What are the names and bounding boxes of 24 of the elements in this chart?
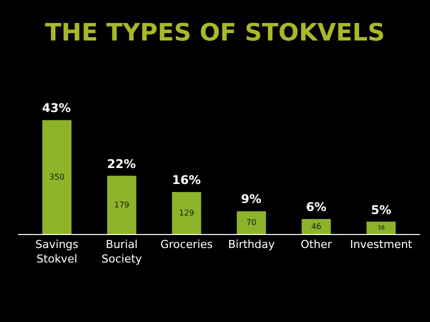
annotation: 16% — [172, 173, 201, 187]
bar — [236, 211, 266, 234]
annotation: 43% — [42, 101, 71, 115]
bar — [107, 176, 136, 234]
data-label: 350 — [49, 172, 65, 182]
annotation: 6% — [306, 200, 326, 214]
data-label: 179 — [114, 200, 130, 210]
chart-title: THE TYPES OF STOKVELS — [45, 18, 385, 47]
bar — [366, 222, 396, 234]
x-tick-label: Investment — [350, 238, 413, 252]
bar — [172, 192, 202, 234]
bar — [302, 219, 331, 234]
data-label: 129 — [178, 208, 194, 218]
x-tick-label: Savings Stokvel — [35, 238, 79, 266]
annotation: 9% — [241, 192, 262, 206]
x-tick-label: Burial Society — [102, 238, 142, 266]
annotation: 5% — [371, 203, 392, 217]
annotation: 22% — [107, 157, 136, 171]
x-tick-label: Birthday — [228, 238, 276, 252]
data-label: 70 — [246, 218, 257, 228]
x-tick-label: Groceries — [160, 238, 214, 252]
bar — [42, 120, 72, 234]
data-label: 46 — [311, 222, 322, 232]
x-tick-label: Other — [300, 238, 332, 252]
